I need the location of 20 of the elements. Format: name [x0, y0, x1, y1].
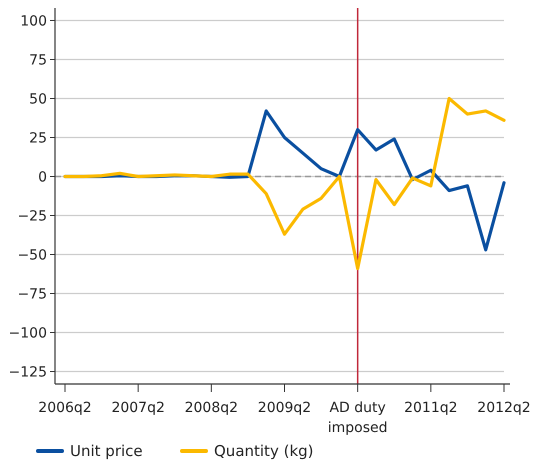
y-tick-label: −125: [8, 364, 47, 380]
y-tick-label: −50: [17, 247, 47, 264]
y-tick-label: −25: [17, 208, 47, 224]
y-tick-label: 100: [20, 13, 47, 30]
legend-label: Quantity (kg): [214, 442, 314, 460]
line-series: [63, 96, 506, 270]
y-tick-label: −100: [8, 325, 47, 342]
y-tick-label: 25: [29, 130, 47, 146]
y-tick-label: −75: [17, 286, 47, 302]
y-tick-label: 75: [29, 52, 47, 68]
x-tick-label: 2006q2: [38, 400, 92, 416]
y-tick-label: 50: [29, 91, 47, 108]
legend-label: Unit price: [70, 442, 143, 460]
x-tick-label: 2012q2: [477, 400, 531, 416]
y-tick-label: 0: [38, 169, 47, 186]
x-tick-label: 2008q2: [184, 400, 238, 416]
x-tick-label: AD duty imposed: [328, 400, 388, 436]
x-tick-label: 2007q2: [111, 400, 165, 416]
x-tick-label: 2009q2: [258, 400, 312, 416]
x-tick-label: 2011q2: [404, 400, 458, 416]
